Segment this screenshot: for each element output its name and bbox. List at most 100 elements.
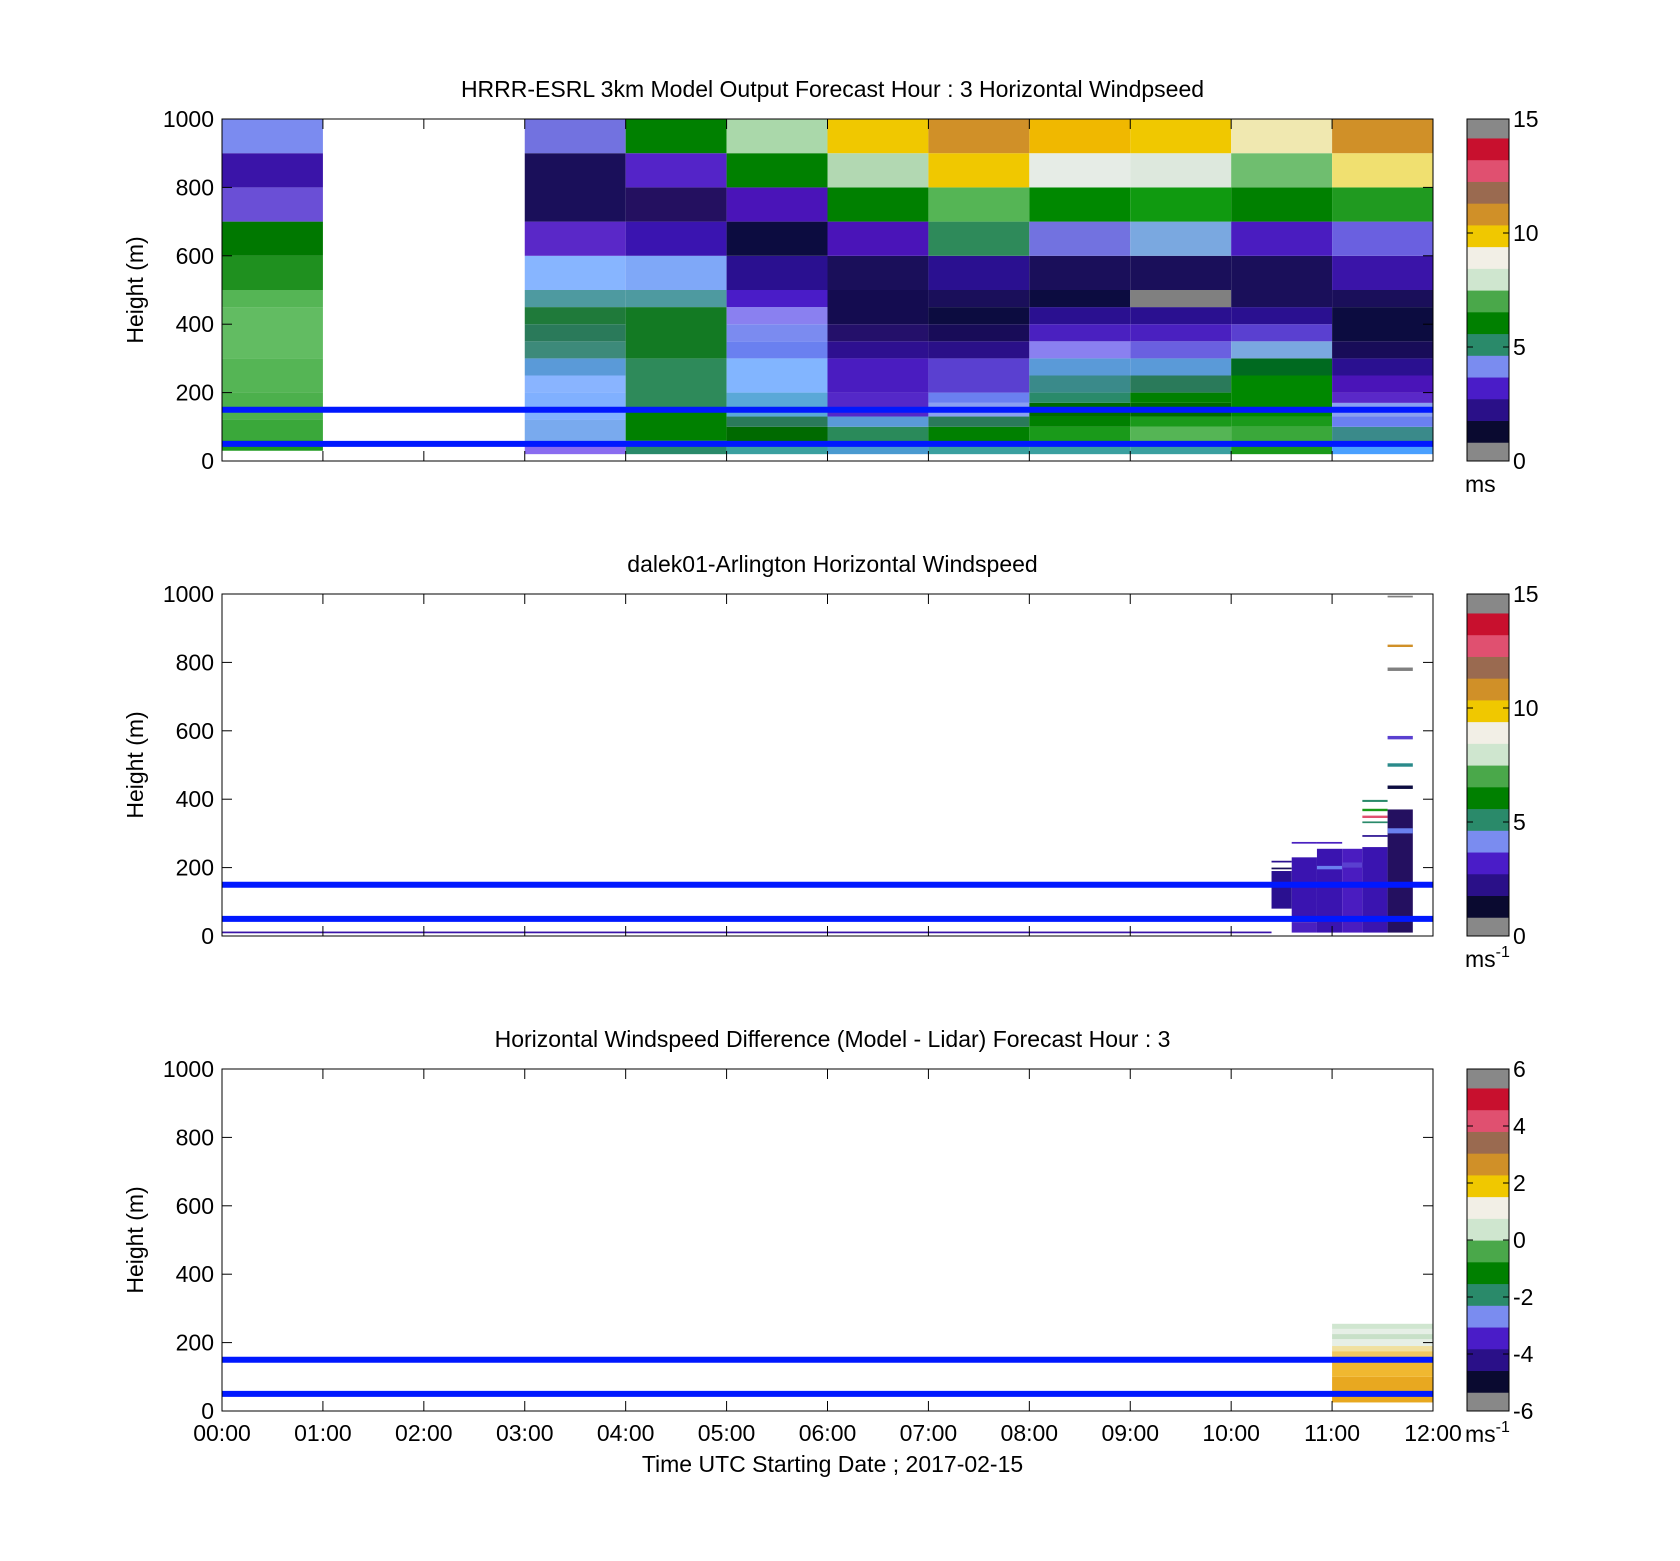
heatmap-cell (928, 358, 1030, 393)
heatmap-cell (1231, 358, 1333, 376)
colorbar-band (1467, 1207, 1509, 1214)
heatmap-cell (625, 153, 727, 188)
x-tick-label: 06:00 (799, 1420, 857, 1446)
colorbar-band (1467, 650, 1509, 657)
colorbar-band (1467, 1381, 1509, 1388)
heatmap-cell (1291, 857, 1317, 923)
colorbar-band (1467, 1370, 1509, 1377)
heatmap-cell (726, 341, 828, 359)
colorbar-unit-superscript: -1 (1496, 1419, 1510, 1436)
colorbar-band (1467, 371, 1509, 378)
colorbar-band (1467, 398, 1509, 405)
colorbar-band (1467, 1240, 1509, 1247)
heatmap-cell (1029, 187, 1131, 222)
colorbar-band (1467, 726, 1509, 733)
heatmap-cell (1231, 443, 1333, 455)
colorbar-band (1467, 192, 1509, 199)
colorbar-band (1467, 1256, 1509, 1263)
heatmap-cell (1362, 821, 1388, 824)
colorbar-tick-label: 0 (1513, 448, 1526, 474)
colorbar-band (1467, 1305, 1509, 1312)
colorbar-band (1467, 857, 1509, 864)
heatmap-cell (625, 358, 727, 410)
heatmap-cell (1332, 375, 1433, 393)
heatmap-cell (1362, 808, 1388, 812)
heatmap-cell (928, 187, 1030, 222)
colorbar-band (1467, 425, 1509, 432)
colorbar-band (1467, 224, 1509, 231)
colorbar-band (1467, 1310, 1509, 1317)
heatmap-cell (1387, 809, 1413, 933)
heatmap-cell (625, 119, 727, 154)
colorbar-band (1467, 311, 1509, 318)
heatmap-cell (928, 416, 1030, 427)
colorbar-band (1467, 1267, 1509, 1274)
y-axis-label: Height (m) (122, 711, 148, 818)
colorbar-band (1467, 862, 1509, 869)
y-tick-label: 0 (201, 448, 214, 474)
heatmap-cell (222, 255, 323, 290)
heatmap-cell (1029, 443, 1131, 455)
colorbar-band (1467, 688, 1509, 695)
heatmap-cell (1231, 221, 1333, 256)
y-tick-label: 1000 (163, 581, 214, 607)
x-tick-label: 07:00 (900, 1420, 958, 1446)
heatmap-cell (1130, 324, 1232, 342)
x-tick-label: 01:00 (294, 1420, 352, 1446)
heatmap-cell (726, 255, 828, 290)
heatmap-cell (625, 255, 727, 290)
colorbar-band (1467, 1223, 1509, 1230)
colorbar-band (1467, 759, 1509, 766)
heatmap-cell (1332, 1339, 1433, 1347)
y-axis-label: Height (m) (122, 1186, 148, 1293)
colorbar-band (1467, 268, 1509, 275)
colorbar-band (1467, 645, 1509, 652)
colorbar: -6 -4 -2 0 2 4 6 ms-1 (1465, 1056, 1534, 1447)
y-tick-label: 200 (176, 855, 214, 881)
colorbar-band (1467, 154, 1509, 161)
heatmap-cell (827, 187, 929, 222)
colorbar-band (1467, 602, 1509, 609)
heatmap-cell (1271, 860, 1292, 863)
heatmap-cell (524, 290, 626, 308)
colorbar-band (1467, 1234, 1509, 1241)
x-tick-label: 09:00 (1101, 1420, 1159, 1446)
heatmap-cell (524, 255, 626, 290)
heatmap-cell (1029, 307, 1131, 325)
colorbar-band (1467, 219, 1509, 226)
y-tick-label: 800 (176, 174, 214, 200)
colorbar-tick-label: 2 (1513, 1170, 1526, 1196)
colorbar-band (1467, 230, 1509, 237)
colorbar-band (1467, 808, 1509, 815)
colorbar-band (1467, 143, 1509, 150)
chart-title: dalek01-Arlington Horizontal Windspeed (627, 551, 1037, 577)
heatmap-cell (1387, 785, 1413, 789)
heatmap-cell (1387, 595, 1413, 598)
heatmap-cell (928, 392, 1030, 403)
colorbar-band (1467, 300, 1509, 307)
heatmap-cell (1029, 358, 1131, 376)
colorbar-frame (1466, 118, 1510, 462)
heatmap-cell (524, 358, 626, 376)
colorbar-band (1467, 1321, 1509, 1328)
heatmap-cell (1231, 153, 1333, 188)
colorbar-band (1467, 1120, 1509, 1127)
heatmap-cell (524, 119, 626, 154)
colorbar-band (1467, 841, 1509, 848)
colorbar-band (1467, 1125, 1509, 1132)
colorbar-tick-label: 5 (1513, 809, 1526, 835)
colorbar-band (1467, 770, 1509, 777)
colorbar-tick-label: -2 (1513, 1284, 1533, 1310)
heatmap-cell (1342, 848, 1363, 933)
heatmap-cell (524, 375, 626, 393)
colorbar-band (1467, 640, 1509, 647)
colorbar-band (1467, 203, 1509, 210)
colorbar-band (1467, 1131, 1509, 1138)
heatmap-cell (1130, 307, 1232, 325)
colorbar-band (1467, 873, 1509, 880)
colorbar-band (1467, 387, 1509, 394)
heatmap-cell (928, 290, 1030, 308)
colorbar-band (1467, 355, 1509, 362)
heatmap-cell (1316, 865, 1343, 870)
colorbar-band (1467, 165, 1509, 172)
